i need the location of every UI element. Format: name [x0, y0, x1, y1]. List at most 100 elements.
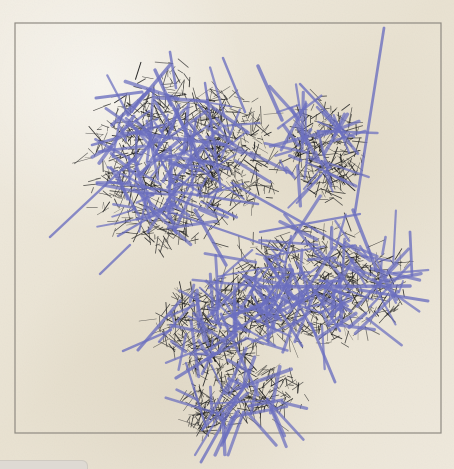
- dark-scribble-line: [179, 230, 189, 238]
- dark-scribble-line: [288, 336, 291, 353]
- dark-scribble-line: [181, 293, 184, 312]
- dark-scribble-line: [222, 312, 232, 316]
- blue-stroke-line: [162, 208, 288, 254]
- dark-scribble-line: [123, 93, 128, 108]
- blue-stroke-line: [283, 213, 321, 259]
- dark-scribble-line: [181, 329, 184, 339]
- dark-scribble-line: [107, 220, 119, 222]
- blue-stroke-line: [317, 311, 358, 339]
- dark-scribble-line: [351, 140, 368, 144]
- dark-scribble-line: [322, 180, 328, 184]
- dark-scribble-line: [325, 179, 327, 183]
- dark-scribble-line: [285, 244, 295, 250]
- dark-scribble-line: [282, 319, 284, 340]
- dark-scribble-line: [334, 227, 340, 230]
- dark-scribble-line: [113, 207, 125, 214]
- blue-stroke-line: [371, 277, 421, 313]
- dark-scribble-line: [278, 396, 287, 414]
- dark-scribble-line: [331, 335, 340, 341]
- blue-stroke-line: [353, 289, 400, 336]
- blue-stroke-line: [284, 166, 296, 180]
- blue-stroke-line: [110, 88, 152, 127]
- dark-scribble-line: [241, 119, 249, 122]
- dark-scribble-line: [304, 393, 310, 402]
- blue-stroke-line: [276, 94, 323, 130]
- blue-stroke-line: [208, 272, 215, 315]
- dark-scribble-line: [220, 90, 231, 106]
- dark-scribble-line: [249, 117, 253, 122]
- blue-stroke-line: [227, 378, 240, 397]
- dark-scribble-line: [177, 58, 189, 68]
- blue-stroke-line: [289, 106, 319, 162]
- blue-stroke-line: [287, 166, 331, 209]
- dark-scribble-line: [221, 283, 231, 293]
- blue-stroke-line: [168, 145, 174, 183]
- blue-stroke-line: [161, 132, 197, 183]
- blue-stroke-line: [256, 285, 277, 332]
- blue-stroke-line: [131, 92, 145, 114]
- dark-scribble-line: [230, 278, 235, 293]
- dark-scribble-line: [212, 398, 217, 403]
- dark-scribble-line: [187, 344, 192, 349]
- dark-scribble-line: [175, 79, 181, 84]
- dark-scribble-line: [164, 231, 173, 243]
- dark-scribble-line: [93, 103, 111, 111]
- dark-scribble-line: [138, 318, 157, 322]
- dark-scribble-line: [291, 381, 304, 391]
- dark-scribble-line: [213, 368, 219, 387]
- dark-scribble-line: [261, 135, 266, 149]
- dark-scribble-line: [378, 312, 389, 324]
- dark-scribble-line: [183, 396, 189, 400]
- dark-scribble-line: [350, 275, 359, 282]
- dark-scribble-line: [307, 331, 313, 336]
- blue-stroke-line: [369, 266, 422, 282]
- dark-scribble-line: [326, 187, 332, 196]
- dark-scribble-line: [180, 230, 188, 236]
- blue-stroke-line: [313, 245, 336, 279]
- dark-scribble-line: [210, 180, 213, 186]
- dark-scribble-line: [281, 377, 286, 383]
- blue-stroke-line: [135, 167, 152, 223]
- blue-stroke-line: [280, 400, 309, 411]
- dark-scribble-line: [142, 176, 146, 184]
- blue-stroke-line: [170, 196, 229, 219]
- dark-scribble-line: [252, 184, 273, 187]
- blue-stroke-line: [203, 252, 258, 264]
- dark-scribble-line: [165, 110, 173, 115]
- dark-scribble-line: [205, 284, 210, 292]
- dark-scribble-line: [322, 140, 332, 146]
- dark-scribble-line: [315, 181, 321, 198]
- dark-scribble-line: [172, 322, 186, 336]
- dark-scribble-line: [98, 134, 104, 138]
- blue-stroke-line: [184, 361, 207, 426]
- dark-scribble-line: [175, 165, 178, 172]
- dark-scribble-line: [303, 226, 308, 229]
- dark-scribble-line: [96, 125, 103, 130]
- dark-scribble-line: [243, 183, 248, 202]
- dark-scribble-line: [90, 187, 94, 194]
- dark-scribble-line: [318, 322, 322, 335]
- dark-scribble-line: [262, 245, 271, 248]
- dark-scribble-line: [212, 201, 215, 206]
- dark-scribble-line: [107, 126, 109, 132]
- dark-scribble-line: [142, 230, 155, 243]
- blue-stroke-line: [287, 194, 322, 246]
- dark-scribble-line: [264, 150, 279, 166]
- dark-scribble-line: [224, 94, 228, 100]
- dark-scribble-line: [198, 427, 208, 436]
- blue-stroke-line: [242, 355, 257, 387]
- dark-scribble-line: [337, 186, 344, 193]
- dark-scribble-line: [243, 181, 252, 190]
- dark-scribble-line: [247, 107, 252, 119]
- dark-scribble-line: [155, 243, 161, 246]
- blue-stroke-line: [294, 83, 302, 117]
- blue-stroke-line: [365, 316, 403, 347]
- dark-scribble-line: [196, 424, 202, 434]
- dark-scribble-line: [186, 210, 194, 214]
- dark-scribble-line: [218, 363, 221, 371]
- blue-stroke-line: [205, 135, 245, 155]
- dark-scribble-line: [157, 101, 166, 112]
- blue-stroke-line: [347, 311, 368, 330]
- dark-scribble-line: [340, 342, 350, 348]
- dark-scribble-line: [174, 287, 180, 293]
